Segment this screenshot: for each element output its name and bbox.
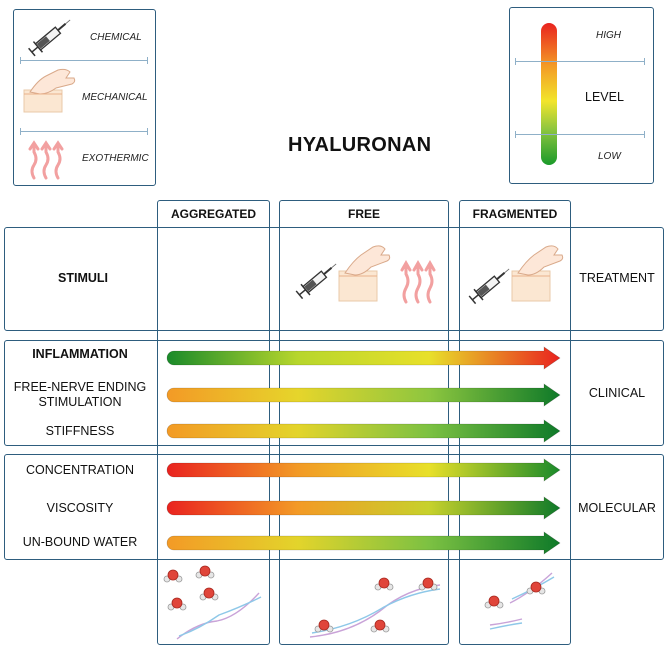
hand-pressing-icon bbox=[23, 68, 76, 113]
level-legend-panel: HIGH LEVEL LOW bbox=[509, 7, 654, 184]
water-molecule-atom bbox=[378, 577, 390, 589]
stimuli-legend-panel: CHEMICAL MECHANICAL EXOTHERMIC bbox=[13, 9, 156, 186]
syringe-icon bbox=[28, 19, 71, 57]
column-header-free: FREE bbox=[347, 207, 380, 221]
water-molecule-atom bbox=[530, 581, 542, 593]
level-divider bbox=[515, 58, 645, 65]
heat-waves-icon bbox=[28, 140, 64, 180]
water-molecule-atom bbox=[203, 587, 215, 599]
row-label-stiffness: STIFFNESS bbox=[45, 424, 115, 438]
arrow-stiffness bbox=[166, 419, 561, 443]
water-molecule-atom bbox=[488, 595, 500, 607]
heat-waves-icon bbox=[400, 259, 436, 304]
water-molecule-atom bbox=[422, 577, 434, 589]
level-gradient-bar bbox=[541, 23, 557, 165]
arrow-concentration bbox=[166, 458, 561, 482]
column-aggregated bbox=[157, 200, 270, 645]
syringe-icon bbox=[295, 263, 337, 300]
legend-mechanical-label: MECHANICAL bbox=[82, 92, 148, 103]
fragmented-molecules-illustration bbox=[484, 572, 555, 630]
row-label-un-bound-water: UN-BOUND WATER bbox=[22, 535, 138, 549]
arrow-un-bound-water bbox=[166, 531, 561, 555]
aggregated-molecules-illustration bbox=[163, 565, 262, 640]
water-molecule-atom bbox=[199, 565, 211, 577]
column-fragmented bbox=[459, 200, 571, 645]
arrow-inflammation bbox=[166, 346, 561, 370]
legend-chemical-label: CHEMICAL bbox=[90, 32, 142, 43]
legend-divider bbox=[20, 128, 148, 135]
row-label-concentration: CONCENTRATION bbox=[25, 463, 135, 477]
water-molecule-atom bbox=[374, 619, 386, 631]
row-stimuli bbox=[4, 227, 664, 331]
legend-divider bbox=[20, 57, 148, 64]
stimuli-label: STIMULI bbox=[58, 271, 108, 285]
column-free bbox=[279, 200, 449, 645]
molecular-label: MOLECULAR bbox=[578, 501, 656, 515]
water-molecule-atom bbox=[318, 619, 330, 631]
level-low-label: LOW bbox=[598, 151, 621, 162]
free-molecules-illustration bbox=[309, 577, 441, 638]
row-label-viscosity: VISCOSITY bbox=[46, 501, 114, 515]
legend-exothermic-label: EXOTHERMIC bbox=[82, 153, 149, 164]
row-clinical bbox=[4, 340, 664, 446]
clinical-label: CLINICAL bbox=[588, 386, 646, 400]
row-label-inflammation: INFLAMMATION bbox=[32, 347, 128, 361]
column-header-fragmented: FRAGMENTED bbox=[472, 207, 558, 221]
column-header-aggregated: AGGREGATED bbox=[170, 207, 257, 221]
row-label-free-nerve-ending: FREE-NERVE ENDING STIMULATION bbox=[13, 380, 147, 409]
level-high-label: HIGH bbox=[596, 30, 621, 41]
arrow-free-nerve-ending bbox=[166, 383, 561, 407]
level-divider bbox=[515, 131, 645, 138]
syringe-icon bbox=[468, 268, 510, 305]
treatment-label: TREATMENT bbox=[579, 271, 655, 285]
level-label: LEVEL bbox=[585, 90, 624, 104]
water-molecule-atom bbox=[171, 597, 183, 609]
hand-pressing-icon bbox=[338, 245, 391, 302]
water-molecule-atom bbox=[167, 569, 179, 581]
hand-pressing-icon bbox=[511, 245, 564, 302]
row-molecular bbox=[4, 454, 664, 560]
page-title: HYALURONAN bbox=[288, 134, 432, 156]
arrow-viscosity bbox=[166, 496, 561, 520]
